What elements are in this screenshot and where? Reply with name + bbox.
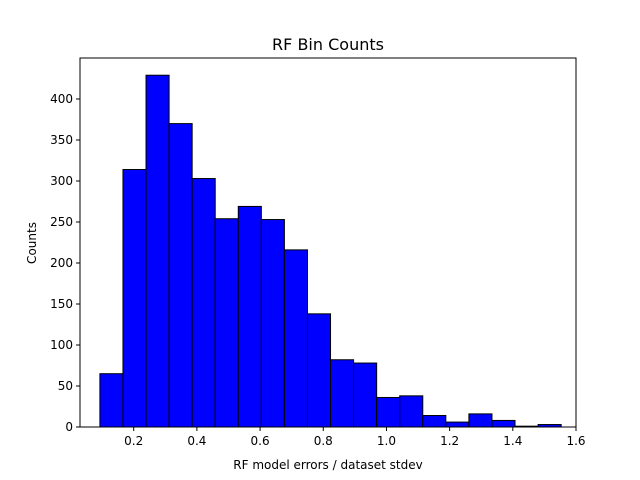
x-tick-label: 0.4	[187, 434, 206, 448]
y-tick-label: 200	[50, 256, 73, 270]
x-axis-label: RF model errors / dataset stdev	[233, 458, 422, 472]
histogram-bar-0	[99, 373, 124, 428]
y-tick-label: 250	[50, 215, 73, 229]
x-tick-label: 0.8	[314, 434, 333, 448]
y-tick-label: 300	[50, 174, 73, 188]
x-tick-label: 1.4	[503, 434, 522, 448]
x-axis: 0.2 0.4 0.6 0.8 1.0 1.2 1.4 1.6	[124, 427, 586, 448]
chart-title: RF Bin Counts	[272, 35, 384, 54]
histogram-bar-12	[376, 396, 401, 428]
y-tick-label: 350	[50, 133, 73, 147]
y-axis-label: Counts	[25, 222, 39, 264]
y-axis: 0 50 100 150 200 250 300 350 400	[50, 92, 80, 434]
x-tick-label: 0.2	[124, 434, 143, 448]
bars-group	[99, 74, 562, 428]
plot-frame	[79, 57, 577, 428]
histogram-bar-3	[168, 123, 193, 428]
histogram-bar-11	[353, 362, 378, 428]
y-tick-label: 150	[50, 297, 73, 311]
histogram-bar-6	[237, 205, 262, 428]
histogram-bar-15	[445, 421, 470, 428]
histogram-bar-8	[283, 249, 308, 428]
x-tick-label: 1.2	[440, 434, 459, 448]
histogram-bar-9	[306, 313, 332, 428]
y-tick-label: 400	[50, 92, 73, 106]
histogram-bar-17	[491, 419, 516, 428]
histogram-bar-13	[399, 395, 424, 428]
x-tick-label: 1.6	[566, 434, 585, 448]
histogram-bar-16	[468, 413, 493, 428]
histogram-bar-4	[191, 178, 216, 428]
histogram-bar-5	[214, 218, 239, 428]
histogram-bar-1	[122, 169, 147, 428]
histogram-bar-7	[260, 219, 285, 428]
histogram-bar-14	[422, 415, 447, 428]
x-tick-label: 0.6	[251, 434, 270, 448]
x-tick-label: 1.0	[377, 434, 396, 448]
y-tick-label: 50	[58, 379, 73, 393]
histogram-bar-10	[330, 359, 355, 428]
y-tick-label: 0	[65, 420, 73, 434]
y-tick-label: 100	[50, 338, 73, 352]
histogram-bar-2	[145, 74, 170, 428]
